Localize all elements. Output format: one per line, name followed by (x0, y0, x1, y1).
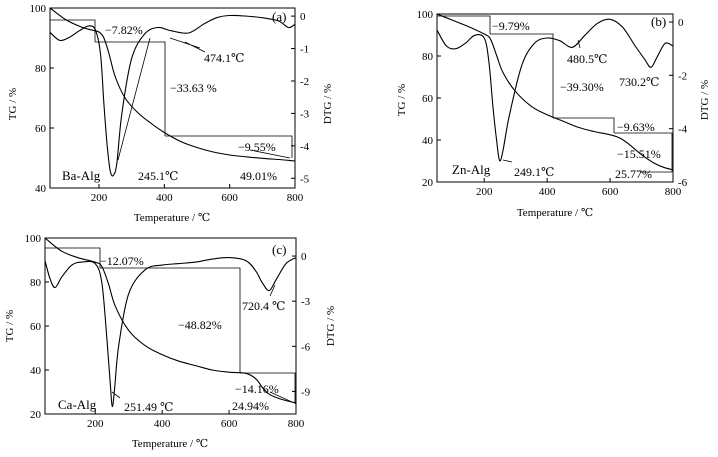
y-left-tick-label: 80 (422, 51, 434, 63)
y-left-tick-label: 100 (30, 3, 47, 15)
y-right-tick-label: -9 (301, 386, 311, 398)
y-left-tick-label: 60 (422, 93, 434, 105)
panel-b-xlabel: Temperature / ℃ (517, 207, 593, 219)
y-right-tick-label: -6 (678, 177, 688, 189)
panel-c-annot-4: −14.16% (235, 382, 279, 396)
y-right-tick-label: -6 (301, 341, 311, 353)
panel-a-step-markers (50, 19, 293, 158)
panel-c-ylabel-left: TG / % (4, 310, 16, 342)
panel-c-tg-curve (44, 237, 297, 404)
x-tick-label: 600 (602, 186, 619, 198)
y-left-tick-label: 40 (35, 183, 47, 195)
panel-a-ylabel-left: TG / % (7, 88, 19, 120)
y-right-tick-label: 0 (678, 17, 684, 29)
panel-b: 200 400 600 800 20 40 60 80 100 0 -2 -4 -6 (b) TG / … (396, 9, 711, 219)
panel-a-leader-lines (117, 37, 291, 161)
panel-b-ticks: 200 400 600 800 20 40 60 80 100 0 -2 -4 -6 (417, 9, 688, 198)
y-right-tick-label: -4 (678, 124, 688, 136)
x-tick-label: 800 (288, 418, 305, 430)
panel-c-xlabel: Temperature / ℃ (132, 438, 208, 450)
y-right-tick-label: -3 (301, 296, 311, 308)
x-tick-label: 800 (665, 186, 682, 198)
panel-c-annot-5: 251.49 ℃ (124, 400, 173, 414)
panel-a-xlabel: Temperature / ℃ (134, 212, 210, 224)
panel-c: 200 400 600 800 20 40 60 80 100 0 -3 -6 -9 (c) Ca-Al… (4, 233, 337, 450)
y-left-tick-label: 40 (30, 365, 42, 377)
y-right-tick-label: -1 (300, 44, 309, 56)
panel-c-label: (c) (272, 242, 286, 257)
panel-a-annot-4: −9.55% (238, 140, 276, 154)
x-tick-label: 400 (156, 192, 173, 204)
panel-a-ticks: 200 400 600 800 40 60 80 100 0 -1 -2 -3 -4 -5 (30, 3, 310, 204)
panel-c-annot-6: 24.94% (232, 399, 269, 413)
panel-b-ylabel-left: TG / % (396, 84, 408, 116)
y-left-tick-label: 60 (30, 321, 42, 333)
panel-c-leader-lines (111, 284, 293, 403)
panel-a-ylabel-right: DTG / % (322, 84, 334, 124)
panel-b-ylabel-right: DTG / % (699, 80, 711, 120)
y-right-tick-label: 0 (300, 11, 306, 23)
y-left-tick-label: 40 (422, 135, 434, 147)
y-right-tick-label: -4 (300, 141, 310, 153)
panel-c-sample-label: Ca-Alg (58, 397, 97, 412)
panel-c-ticks: 200 400 600 800 20 40 60 80 100 0 -3 -6 -9 (25, 233, 311, 430)
panel-c-annot-2: 720.4 ℃ (242, 299, 285, 313)
y-left-tick-label: 80 (35, 63, 47, 75)
panel-b-label: (b) (651, 14, 666, 29)
y-left-tick-label: 60 (35, 123, 47, 135)
x-tick-label: 400 (539, 186, 556, 198)
y-right-tick-label: -5 (300, 173, 310, 185)
y-left-tick-label: 80 (30, 277, 42, 289)
panel-a-annot-5: 245.1℃ (138, 169, 178, 183)
panel-a-annot-1: −7.82% (105, 23, 143, 37)
panel-c-annot-3: −48.82% (178, 318, 222, 332)
panel-a-dtg-curve (49, 14, 296, 177)
panel-b-annot-6: −15.51% (617, 147, 661, 161)
y-right-tick-label: 0 (301, 251, 307, 263)
x-tick-label: 600 (221, 192, 238, 204)
panel-b-annot-5: −9.63% (617, 120, 655, 134)
panel-a-frame (49, 7, 296, 189)
x-tick-label: 400 (154, 418, 171, 430)
x-tick-label: 600 (221, 418, 238, 430)
panel-a-annot-6: 49.01% (240, 169, 277, 183)
x-tick-label: 200 (476, 186, 493, 198)
panel-c-step-markers (45, 247, 296, 404)
panel-a-sample-label: Ba-Alg (62, 168, 101, 183)
panel-b-annot-8: 25.77% (615, 167, 652, 181)
panel-b-annot-4: −39.30% (560, 80, 604, 94)
panel-b-annot-2: 480.5℃ (567, 52, 607, 66)
y-right-tick-label: -3 (300, 108, 310, 120)
panel-a-annot-2: 474.1℃ (204, 51, 244, 65)
y-left-tick-label: 100 (417, 9, 434, 21)
panel-b-annot-1: −9.79% (492, 19, 530, 33)
panel-b-step-markers (437, 15, 673, 172)
y-right-tick-label: -2 (678, 70, 687, 82)
panel-a-annot-3: −33.63 % (170, 81, 217, 95)
panel-b-annot-3: 730.2℃ (619, 75, 659, 89)
panel-c-annot-1: −12.07% (100, 254, 144, 268)
x-tick-label: 800 (287, 192, 304, 204)
x-tick-label: 200 (87, 418, 104, 430)
panel-b-annot-7: 249.1℃ (514, 165, 554, 179)
y-left-tick-label: 100 (25, 233, 42, 245)
x-tick-label: 200 (91, 192, 108, 204)
panel-b-leader-lines (502, 39, 672, 173)
y-left-tick-label: 20 (30, 409, 42, 421)
panel-c-ylabel-right: DTG / % (325, 306, 337, 346)
panel-c-dtg-curve (44, 256, 297, 408)
panel-a-tg-curve (49, 7, 296, 162)
y-left-tick-label: 20 (422, 177, 434, 189)
panel-b-annot-9: Zn-Alg (452, 162, 491, 177)
y-right-tick-label: -2 (300, 76, 309, 88)
panel-b-dtg-curve (436, 18, 674, 162)
